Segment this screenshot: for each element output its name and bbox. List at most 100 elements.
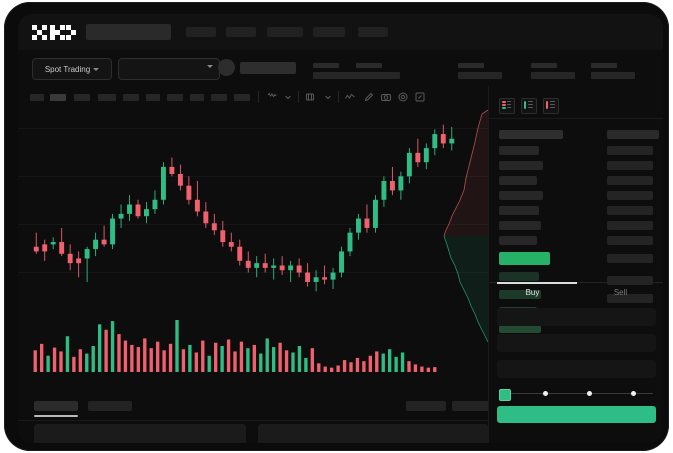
tab-buy[interactable]: Buy: [525, 288, 540, 297]
grid-line: [18, 224, 488, 225]
orderbook-view-toggles: [499, 98, 559, 114]
chevron-down-icon: [207, 65, 213, 68]
candlestick-series: [33, 124, 455, 292]
orderbook-ask-row[interactable]: [499, 236, 537, 245]
bottom-action-1[interactable]: [406, 401, 446, 411]
chevron-down-icon[interactable]: [282, 91, 294, 103]
trade-row: [607, 236, 653, 245]
orderbook-ask-row[interactable]: [499, 191, 543, 200]
stat-value: [531, 72, 575, 79]
mode-selector[interactable]: Spot Trading: [32, 58, 112, 80]
slider-mark[interactable]: [543, 391, 548, 396]
timeframe-button-6[interactable]: [146, 94, 160, 101]
line-chart-icon[interactable]: [344, 91, 356, 103]
orderbook-ask-row[interactable]: [499, 146, 539, 155]
grid-line: [18, 272, 488, 273]
chevron-down-icon[interactable]: [322, 91, 334, 103]
chevron-down-icon: [93, 67, 100, 71]
trade-row: [607, 176, 653, 185]
orderbook-ask-row[interactable]: [499, 176, 537, 185]
stat-label: [591, 63, 617, 68]
bottom-panel-right[interactable]: [258, 424, 488, 443]
trade-row: [607, 254, 653, 263]
total-field[interactable]: [497, 360, 656, 378]
price-chart[interactable]: [18, 108, 488, 394]
toolbar-divider: [298, 91, 299, 103]
stat-label: [458, 63, 484, 68]
tab-sell[interactable]: Sell: [613, 288, 628, 297]
camera-icon[interactable]: [380, 91, 392, 103]
trade-row: [607, 191, 653, 200]
orderbook-column-header-right: [607, 130, 659, 139]
orderbook-spread-highlight: [499, 252, 550, 265]
trade-row: [607, 206, 653, 215]
timeframe-button-1[interactable]: [30, 94, 44, 101]
chart-toolbar: [18, 86, 488, 109]
trade-row: [607, 294, 653, 303]
timeframe-button-5[interactable]: [123, 94, 139, 101]
orderbook-panel: Buy Sell: [488, 86, 663, 443]
orderbook-divider: [489, 118, 663, 119]
search-input[interactable]: [86, 24, 171, 40]
stat-item-3: [458, 63, 502, 79]
price-field[interactable]: [497, 308, 656, 326]
candle-chart-icon[interactable]: [266, 91, 278, 103]
gear-icon[interactable]: [397, 91, 409, 103]
bottom-tab-2[interactable]: [88, 401, 132, 411]
submit-order-button[interactable]: [497, 406, 656, 423]
stat-item-4: [531, 63, 575, 79]
tablet-screen: Spot Trading: [18, 14, 663, 443]
stat-value: [591, 72, 635, 79]
orderbook-bid-row[interactable]: [499, 324, 541, 333]
stat-value: [313, 72, 357, 79]
grid-line: [18, 176, 488, 177]
okx-logo[interactable]: [32, 25, 76, 40]
depth-overlay: [443, 109, 488, 343]
nav-item-2[interactable]: [226, 27, 256, 37]
orderbook-ask-row[interactable]: [499, 161, 543, 170]
nav-item-1[interactable]: [186, 27, 216, 37]
nav-item-5[interactable]: [358, 27, 388, 37]
mode-selector-label: Spot Trading: [44, 64, 91, 74]
fullscreen-icon[interactable]: [414, 91, 426, 103]
orderbook-bid-row[interactable]: [499, 272, 539, 281]
stat-value: [356, 72, 400, 79]
app-header: [18, 14, 663, 50]
pair-name-skeleton: [240, 62, 296, 74]
indicator-icon[interactable]: [304, 91, 316, 103]
timeframe-button-10[interactable]: [234, 94, 250, 101]
timeframe-button-2[interactable]: [50, 94, 66, 101]
timeframe-button-4[interactable]: [98, 94, 116, 101]
timeframe-button-8[interactable]: [190, 94, 204, 101]
pencil-icon[interactable]: [363, 91, 375, 103]
pair-selector[interactable]: [118, 58, 220, 80]
timeframe-button-7[interactable]: [167, 94, 183, 101]
amount-field[interactable]: [497, 334, 656, 352]
timeframe-button-3[interactable]: [74, 94, 90, 101]
trade-row: [607, 221, 653, 230]
bottom-tab-1[interactable]: [34, 401, 78, 411]
timeframe-button-9[interactable]: [211, 94, 227, 101]
bottom-panel-left[interactable]: [34, 424, 246, 443]
slider-mark[interactable]: [631, 391, 636, 396]
orderbook-view-both[interactable]: [499, 98, 515, 114]
orderbook-column-header-left: [499, 130, 563, 139]
order-form-tabs: Buy Sell: [489, 282, 663, 304]
slider-mark[interactable]: [587, 391, 592, 396]
nav-item-4[interactable]: [313, 27, 345, 37]
orderbook-view-bids[interactable]: [521, 98, 537, 114]
nav-item-3[interactable]: [267, 27, 303, 37]
orderbook-bid-row[interactable]: [499, 290, 541, 299]
toolbar-divider: [258, 91, 259, 103]
slider-handle[interactable]: [499, 389, 511, 401]
orderbook-ask-row[interactable]: [499, 206, 539, 215]
stat-value: [458, 72, 502, 79]
trading-subbar: Spot Trading: [18, 50, 663, 87]
volume-series: [33, 320, 437, 372]
orderbook-view-asks[interactable]: [543, 98, 559, 114]
orderbook-ask-row[interactable]: [499, 221, 541, 230]
bottom-action-2[interactable]: [452, 401, 490, 411]
trade-row: [607, 161, 653, 170]
amount-percent-slider[interactable]: [499, 388, 655, 401]
